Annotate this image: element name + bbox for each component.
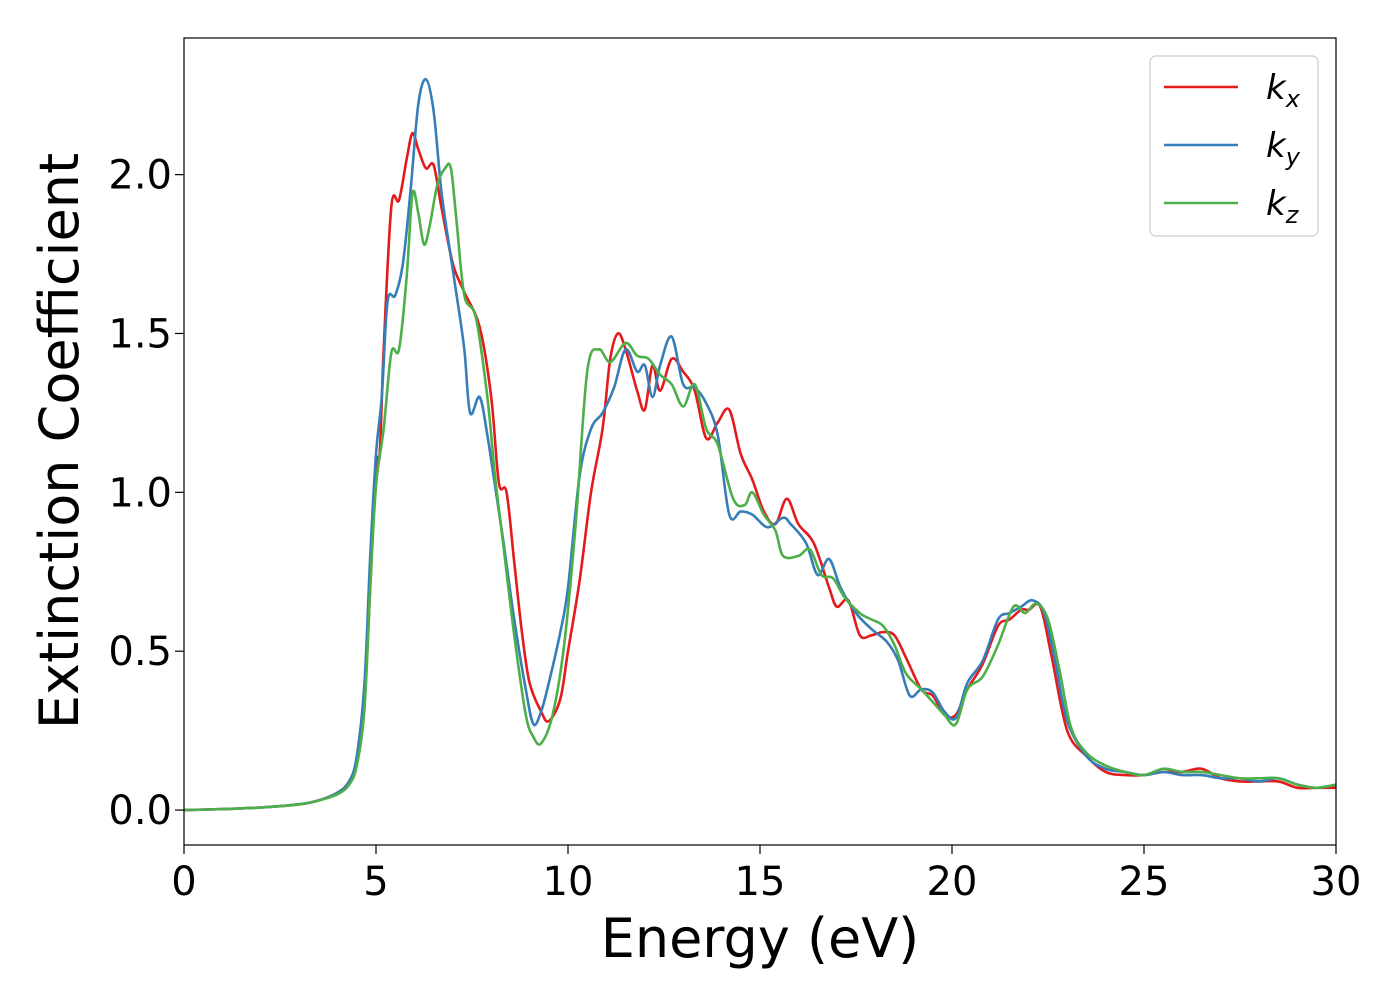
- y-tick-label: 0.5: [108, 629, 172, 675]
- series-line-kz: [184, 162, 1336, 812]
- y-tick-label: 0.0: [108, 788, 172, 834]
- series-line-ky: [184, 77, 1336, 812]
- x-tick-label: 0: [171, 859, 196, 905]
- x-tick-label: 25: [1119, 859, 1170, 905]
- y-axis-title: Extinction Coefficient: [28, 153, 91, 729]
- x-tick-label: 20: [927, 859, 978, 905]
- y-tick-label: 1.0: [108, 470, 172, 516]
- x-axis-ticks: 0 5 10 15 20 25 30: [171, 845, 1361, 905]
- x-tick-label: 15: [735, 859, 786, 905]
- y-axis-ticks: 0.0 0.5 1.0 1.5 2.0: [108, 153, 184, 834]
- y-tick-label: 1.5: [108, 311, 172, 357]
- series-layer: [184, 77, 1336, 812]
- x-axis-title: Energy (eV): [601, 907, 920, 970]
- x-tick-label: 30: [1311, 859, 1362, 905]
- series-line-kx: [184, 132, 1336, 812]
- y-tick-label: 2.0: [108, 153, 172, 199]
- x-tick-label: 10: [543, 859, 594, 905]
- x-tick-label: 5: [363, 859, 388, 905]
